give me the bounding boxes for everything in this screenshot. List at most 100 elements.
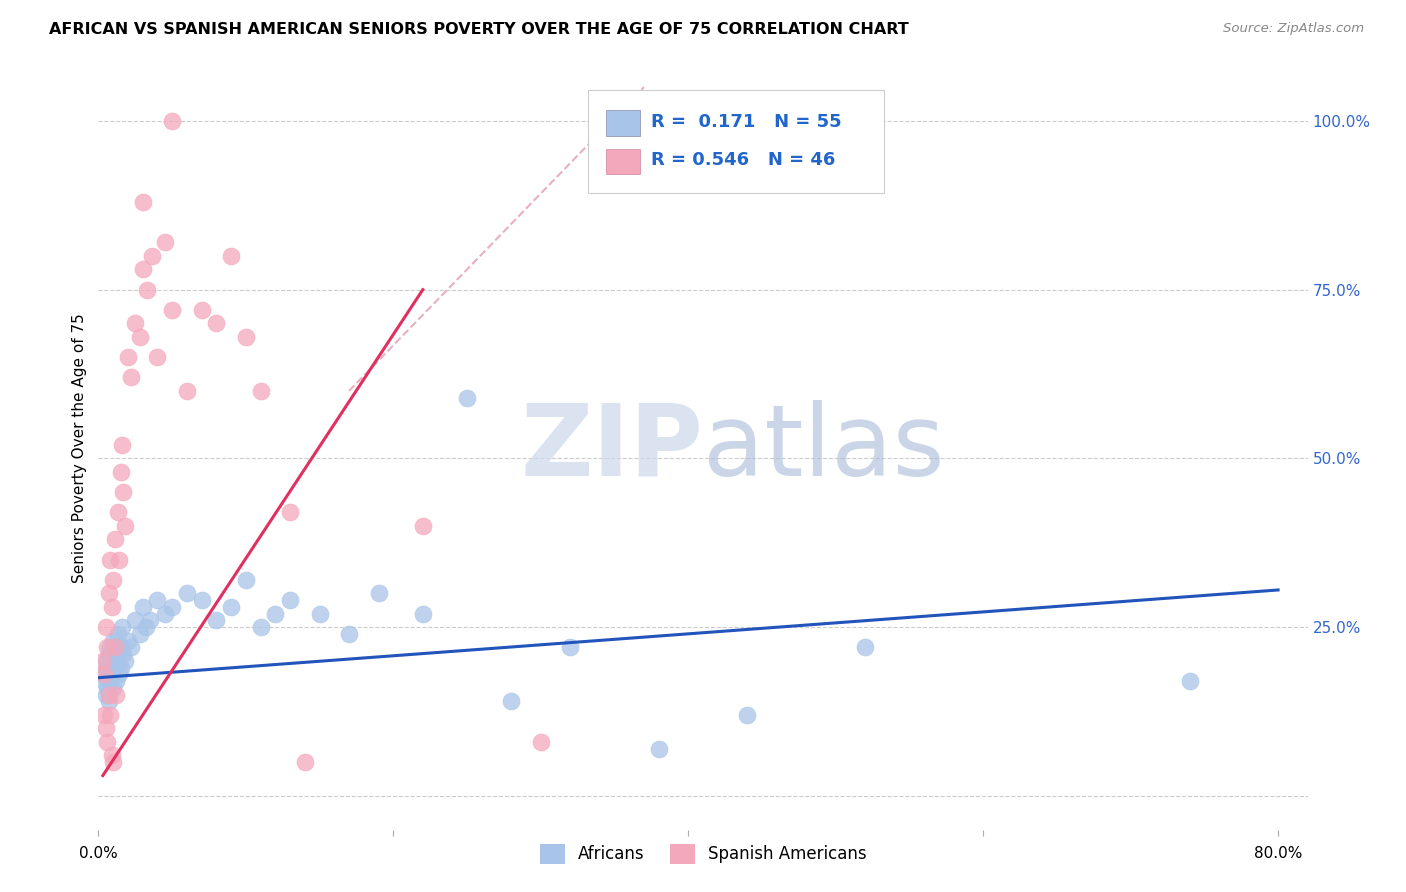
Point xyxy=(205,317,228,331)
Point xyxy=(96,660,118,674)
Point xyxy=(501,694,523,708)
Point xyxy=(176,384,198,398)
Point xyxy=(110,660,132,674)
Point xyxy=(98,552,121,566)
Text: 0.0%: 0.0% xyxy=(79,847,118,862)
Point xyxy=(648,741,671,756)
Point xyxy=(105,688,128,702)
Point xyxy=(112,647,135,661)
Point xyxy=(120,370,142,384)
Point xyxy=(308,607,330,621)
Point xyxy=(104,640,127,655)
Text: R = 0.546   N = 46: R = 0.546 N = 46 xyxy=(651,151,835,169)
Point xyxy=(114,519,136,533)
Point xyxy=(114,654,136,668)
Point xyxy=(249,384,271,398)
Point xyxy=(111,620,134,634)
Point xyxy=(136,283,159,297)
Point xyxy=(104,660,127,674)
Point xyxy=(94,722,117,736)
Point xyxy=(264,607,287,621)
Point xyxy=(117,350,139,364)
Point xyxy=(160,599,183,614)
Point xyxy=(235,330,257,344)
Point xyxy=(94,688,117,702)
Point xyxy=(128,330,150,344)
Point xyxy=(412,607,434,621)
Point xyxy=(153,607,176,621)
Point xyxy=(96,681,118,695)
Point xyxy=(278,505,301,519)
Point xyxy=(94,620,117,634)
Point xyxy=(205,613,228,627)
Point xyxy=(101,633,124,648)
Text: R =  0.171   N = 55: R = 0.171 N = 55 xyxy=(651,112,842,131)
Text: atlas: atlas xyxy=(703,400,945,497)
Point xyxy=(100,667,122,681)
Point xyxy=(96,640,118,655)
Text: Source: ZipAtlas.com: Source: ZipAtlas.com xyxy=(1223,22,1364,36)
Point xyxy=(96,735,118,749)
Point xyxy=(108,667,131,681)
Point xyxy=(176,586,198,600)
Text: ZIP: ZIP xyxy=(520,400,703,497)
Point xyxy=(94,654,117,668)
Point xyxy=(190,302,212,317)
Point xyxy=(160,114,183,128)
Point xyxy=(110,465,132,479)
Point xyxy=(107,627,129,641)
Point xyxy=(100,748,122,763)
Point xyxy=(141,249,163,263)
Point xyxy=(101,755,124,769)
Point xyxy=(294,755,316,769)
Point xyxy=(235,573,257,587)
Point xyxy=(107,505,129,519)
Point xyxy=(97,688,120,702)
Text: AFRICAN VS SPANISH AMERICAN SENIORS POVERTY OVER THE AGE OF 75 CORRELATION CHART: AFRICAN VS SPANISH AMERICAN SENIORS POVE… xyxy=(49,22,908,37)
Point xyxy=(98,640,121,655)
Point xyxy=(105,674,128,689)
Point xyxy=(97,694,120,708)
Point xyxy=(146,350,169,364)
Point xyxy=(124,613,146,627)
Point xyxy=(139,613,162,627)
Point xyxy=(1178,674,1201,689)
Point xyxy=(249,620,271,634)
Point xyxy=(190,593,212,607)
Point xyxy=(735,707,758,722)
Point xyxy=(367,586,389,600)
Point xyxy=(219,599,242,614)
Point xyxy=(111,438,134,452)
Point xyxy=(93,707,115,722)
Point xyxy=(98,707,121,722)
Point xyxy=(120,640,142,655)
Point xyxy=(97,586,120,600)
Point xyxy=(104,533,127,547)
Bar xyxy=(606,148,640,174)
Point xyxy=(131,262,153,277)
Point xyxy=(124,317,146,331)
Point xyxy=(104,640,127,655)
Point xyxy=(560,640,582,655)
Point xyxy=(107,654,129,668)
Point xyxy=(93,674,115,689)
Point xyxy=(101,681,124,695)
Point xyxy=(117,633,139,648)
Point xyxy=(530,735,553,749)
Point xyxy=(108,552,131,566)
FancyBboxPatch shape xyxy=(588,90,884,193)
Y-axis label: Seniors Poverty Over the Age of 75: Seniors Poverty Over the Age of 75 xyxy=(72,313,87,583)
Point xyxy=(100,599,122,614)
Point xyxy=(337,627,360,641)
Point xyxy=(146,593,169,607)
Legend: Africans, Spanish Americans: Africans, Spanish Americans xyxy=(533,837,873,871)
Point xyxy=(160,302,183,317)
Point xyxy=(101,573,124,587)
Point xyxy=(278,593,301,607)
Point xyxy=(128,627,150,641)
Point xyxy=(97,647,120,661)
Point xyxy=(105,647,128,661)
Point xyxy=(91,667,114,681)
Point xyxy=(100,654,122,668)
Point xyxy=(135,620,157,634)
